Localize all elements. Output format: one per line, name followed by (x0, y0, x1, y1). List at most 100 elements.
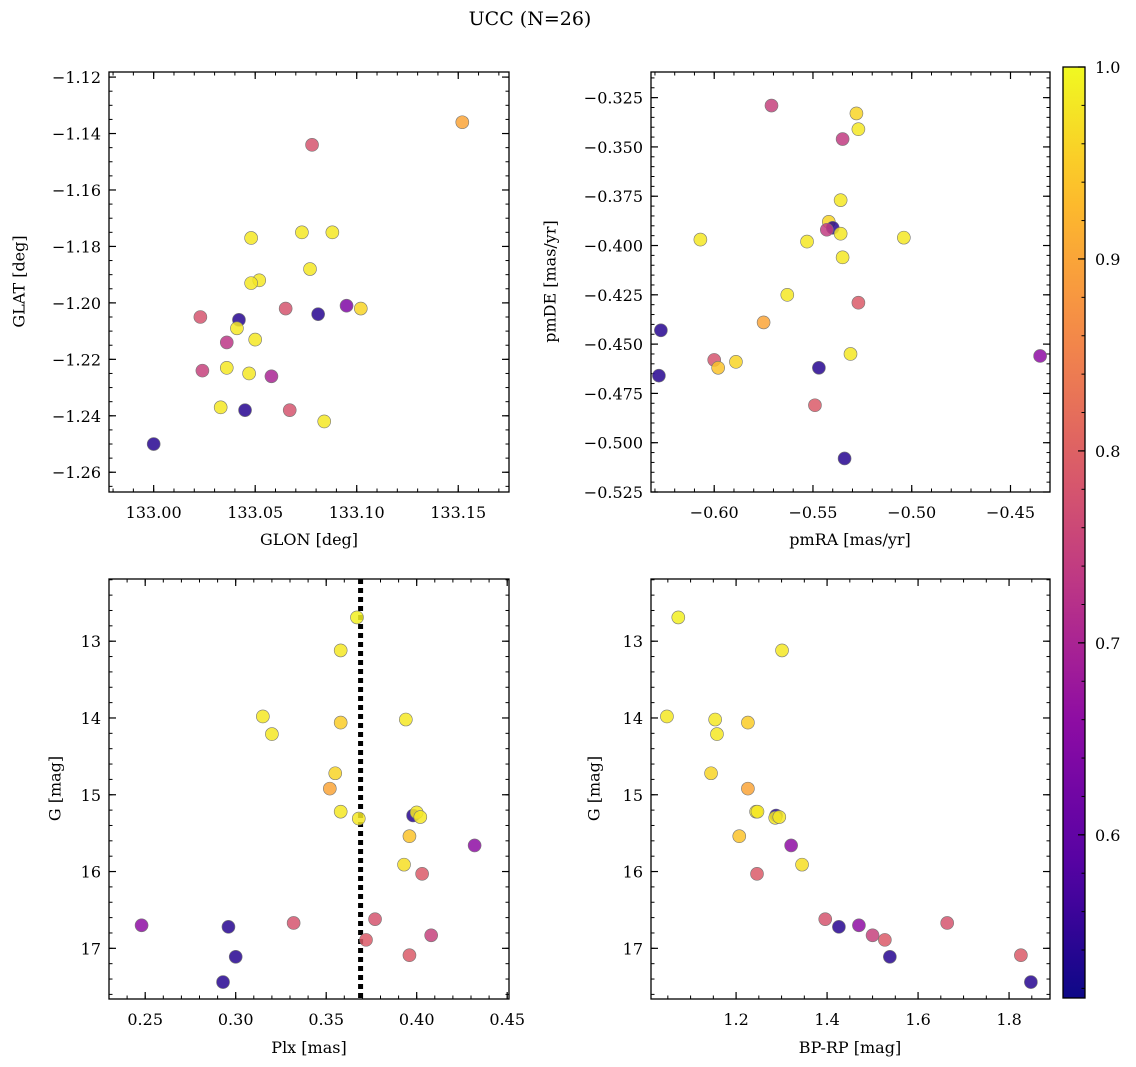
data-point (843, 347, 858, 361)
data-point (359, 933, 373, 947)
data-point (256, 709, 270, 724)
data-point (424, 928, 438, 943)
data-point (833, 193, 848, 207)
data-point (837, 451, 852, 466)
data-point (339, 298, 354, 313)
data-point (311, 307, 325, 321)
data-point (764, 98, 779, 113)
panel3-xlabel: Plx [mas] (271, 1038, 347, 1057)
data-point (397, 857, 411, 872)
data-point (242, 366, 256, 381)
data-point (750, 867, 764, 881)
panel2-xlabel: pmRA [mas/yr] (789, 530, 911, 549)
colorbar: 0.6 0.7 0.8 0.9 1.0 (1062, 58, 1120, 999)
data-point (282, 403, 297, 417)
x-tick-label: 133.15 (430, 503, 486, 522)
x-tick-label: 0.30 (218, 1010, 254, 1029)
data-point (940, 916, 954, 930)
figure-title: UCC (N=26) (468, 8, 592, 30)
data-point (415, 867, 429, 881)
data-point (328, 766, 343, 781)
data-point (467, 838, 482, 853)
x-tick-label: 0.40 (399, 1010, 435, 1029)
axes-frame (650, 71, 1051, 493)
data-point (732, 829, 747, 844)
data-point (741, 781, 755, 796)
data-point (333, 715, 348, 730)
data-point (238, 403, 252, 417)
y-tick-label: 14 (623, 709, 643, 728)
data-point (756, 315, 771, 330)
data-point (278, 301, 293, 316)
data-point (351, 811, 366, 826)
axes-frame (650, 578, 1051, 1000)
x-tick-label: 1.8 (996, 1010, 1021, 1029)
data-point (317, 414, 332, 429)
data-point (878, 933, 892, 947)
y-tick-label: 13 (81, 632, 101, 651)
y-tick-label: −1.14 (52, 125, 101, 144)
data-point (248, 332, 262, 347)
data-point (195, 363, 210, 378)
data-point (654, 323, 668, 338)
data-point (750, 804, 765, 819)
x-tick-label: 0.45 (489, 1010, 525, 1029)
y-tick-label: 13 (623, 632, 643, 651)
x-tick-label: −0.50 (887, 503, 936, 522)
data-point (833, 226, 848, 241)
data-point (852, 918, 866, 933)
data-point (228, 949, 243, 964)
data-point (772, 810, 787, 824)
colorbar-tick-label: 0.7 (1095, 634, 1120, 653)
y-tick-label: −1.26 (52, 463, 101, 482)
data-point (323, 781, 337, 796)
data-point (710, 727, 724, 741)
data-point (693, 232, 708, 247)
y-tick-label: 14 (81, 709, 101, 728)
y-tick-label: −1.20 (52, 294, 101, 313)
y-tick-label: −1.12 (52, 68, 101, 87)
data-point (671, 610, 686, 625)
data-point (660, 709, 674, 724)
data-point (741, 715, 755, 730)
x-tick-label: 0.25 (127, 1010, 163, 1029)
data-point (333, 643, 348, 658)
data-point (729, 355, 743, 369)
data-point (219, 335, 234, 350)
data-point (1014, 948, 1028, 963)
panel4-ylabel: G [mag] (584, 755, 604, 822)
data-point (193, 310, 208, 324)
colorbar-tick-label: 0.8 (1095, 442, 1120, 461)
axes-frame (108, 71, 510, 493)
data-point (402, 948, 417, 963)
data-point (353, 301, 368, 316)
data-point (295, 225, 309, 240)
colorbar-tick-label: 1.0 (1095, 58, 1120, 77)
data-point (402, 829, 417, 844)
y-tick-label: −0.475 (584, 384, 643, 403)
panel-3: 0.25 0.30 0.35 0.40 0.45 13 14 15 16 17 (81, 578, 525, 1029)
panel-1: 133.00 133.05 133.10 133.15 −1.26 −1.24 −1.22 −… (52, 68, 510, 522)
x-tick-label: −0.60 (690, 503, 739, 522)
colorbar-tick-label: 0.6 (1095, 826, 1120, 845)
x-tick-label: 133.00 (126, 503, 182, 522)
panel-4: 1.2 1.4 1.6 1.8 13 14 15 16 17 (623, 578, 1051, 1029)
data-point (1033, 349, 1047, 363)
data-point (775, 643, 789, 658)
data-point (865, 928, 880, 943)
x-tick-label: 1.6 (905, 1010, 930, 1029)
data-point (800, 234, 814, 249)
data-point (704, 766, 718, 781)
y-tick-label: −1.22 (52, 350, 101, 369)
y-tick-label: −0.450 (584, 335, 643, 354)
y-tick-label: 15 (623, 786, 643, 805)
data-point (230, 321, 244, 336)
y-tick-label: 16 (623, 863, 643, 882)
panel3-ylabel: G [mag] (45, 755, 65, 822)
x-tick-label: −0.55 (788, 503, 837, 522)
data-point (818, 912, 833, 926)
colorbar-tick-label: 0.9 (1095, 250, 1120, 269)
data-point (325, 225, 340, 240)
data-point (832, 920, 846, 934)
data-point (264, 369, 279, 384)
